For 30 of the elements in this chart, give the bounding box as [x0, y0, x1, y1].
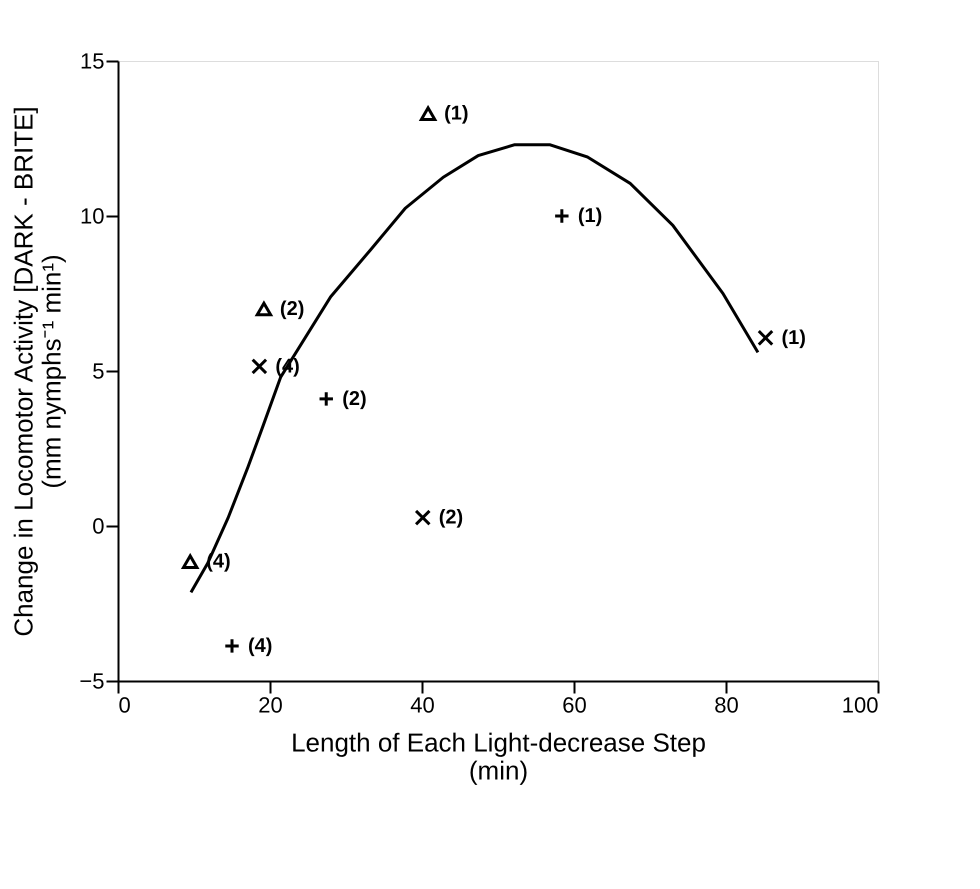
- x-tick-label: 80: [714, 692, 739, 718]
- line-series: [189, 143, 760, 594]
- y-tick-label: 0: [92, 514, 104, 538]
- annotation: (4): [248, 634, 272, 657]
- y-tick-label: −5: [79, 668, 104, 694]
- x-tick-label: 60: [562, 692, 587, 718]
- x-axis-title: Length of Each Light-decrease Step (min): [291, 728, 706, 786]
- annotation: (2): [342, 388, 367, 410]
- point: [757, 330, 774, 346]
- x-tick-label: 20: [258, 692, 283, 718]
- point: [256, 302, 272, 316]
- annotation: (2): [438, 506, 464, 529]
- point: [318, 390, 334, 408]
- x-tick-label: 40: [410, 692, 435, 718]
- y-tick-label: 10: [80, 204, 104, 228]
- y-axis-title: Change in Locomotor Activity [DARK - BRITE] (mm nymphs⁻¹ min¹): [8, 106, 66, 637]
- point: [182, 554, 198, 569]
- point: [420, 106, 436, 122]
- x-tick-label: 100: [842, 692, 878, 718]
- point: [414, 509, 431, 526]
- annotation: (1): [782, 326, 806, 349]
- y-tick-label: 5: [92, 358, 104, 384]
- point: [554, 208, 570, 224]
- annotation: (2): [280, 298, 304, 320]
- annotation: (1): [444, 102, 469, 125]
- point: [251, 358, 268, 375]
- point: [224, 638, 240, 654]
- y-tick-label: 15: [80, 48, 104, 74]
- annotation: (1): [578, 205, 602, 227]
- x-tick-label: 0: [118, 692, 131, 718]
